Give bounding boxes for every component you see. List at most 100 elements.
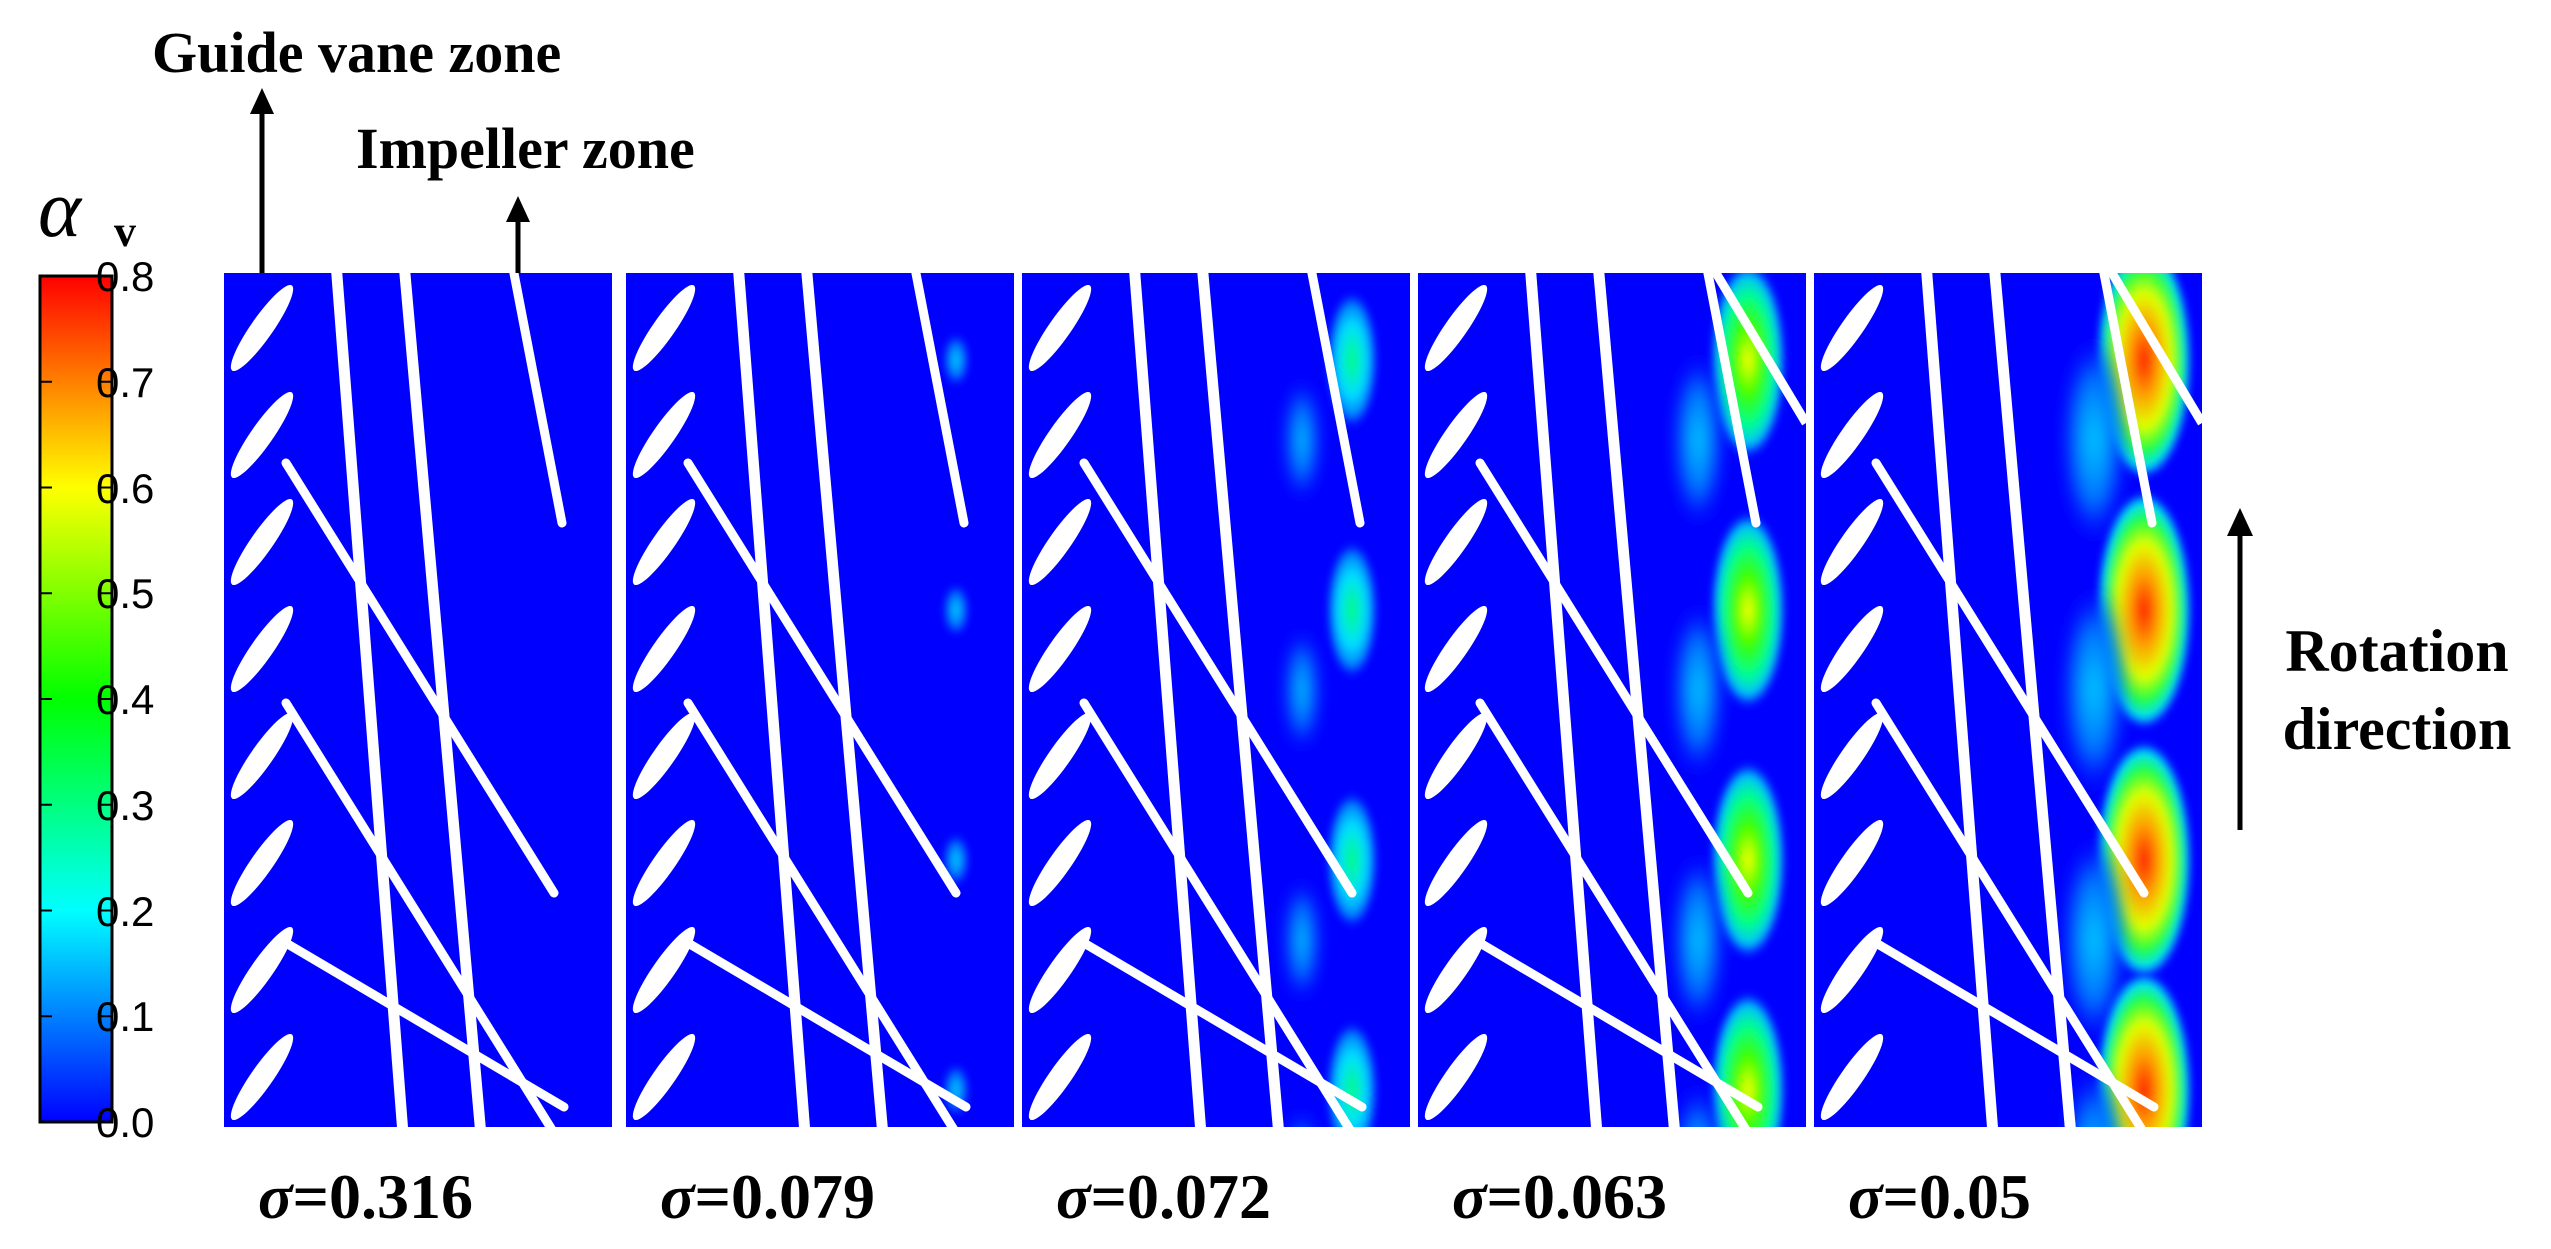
impeller-blade [1475, 698, 1750, 1127]
sigma-symbol: σ [258, 1161, 293, 1232]
impeller-blade [331, 273, 408, 1127]
rotation-label-line1: Rotation [2285, 618, 2509, 684]
guide-vane-blade [1028, 284, 1092, 372]
guide-vane-blade [230, 391, 294, 479]
cavitation-region [2060, 832, 2128, 1048]
guide-vane-zone-label: Guide vane zone [152, 20, 562, 85]
colorbar-tick-label: 0.8 [96, 253, 155, 300]
guide-vane-blade [230, 1033, 294, 1121]
impeller-blade [281, 458, 559, 898]
contour-panel [224, 273, 612, 1127]
impeller-blade [1871, 698, 2146, 1127]
colorbar-tick-label: 0.5 [96, 570, 155, 618]
cavitation-region [1326, 540, 1378, 680]
guide-vane-blade [230, 819, 294, 907]
sigma-label: σ=0.072 [1056, 1160, 1271, 1234]
cavitation-region [942, 332, 970, 388]
cavitation-region [1671, 350, 1725, 530]
colorbar-tick-label: 0.7 [96, 358, 155, 406]
sigma-label: σ=0.05 [1848, 1160, 2031, 1234]
guide-vane-blade [230, 926, 294, 1014]
guide-vane-blade [1424, 498, 1488, 586]
guide-vane-blade [632, 605, 696, 693]
cavitation-region [942, 582, 970, 638]
cavitation-region [2060, 332, 2128, 548]
impeller-blade [1079, 698, 1354, 1127]
colorbar-tick-label: 0.4 [96, 676, 155, 723]
colorbar-tick-label: 0.3 [96, 781, 155, 829]
colorbar-tick-label: 0.1 [96, 993, 155, 1041]
impeller-blade [911, 273, 969, 528]
guide-vane-blade [1028, 819, 1092, 907]
sigma-value: =0.079 [694, 1161, 875, 1232]
guide-vane-blade [1820, 284, 1884, 372]
sigma-symbol: σ [1056, 1161, 1091, 1232]
sigma-value: =0.316 [292, 1161, 473, 1232]
guide-vane-blade [230, 605, 294, 693]
guide-vane-blade [230, 284, 294, 372]
guide-vane-blade [1820, 1033, 1884, 1121]
guide-vane-blade [632, 1033, 696, 1121]
rotation-label-line2: direction [2282, 696, 2512, 762]
impeller-blade [1703, 273, 1761, 528]
impeller-blade [733, 273, 810, 1127]
guide-vane-blade [632, 712, 696, 800]
cavitation-region [1710, 510, 1786, 710]
sigma-symbol: σ [660, 1161, 695, 1232]
guide-vane-blade [632, 498, 696, 586]
guide-vane-blade [1820, 819, 1884, 907]
guide-vane-blade [1028, 926, 1092, 1014]
impeller-blade [281, 938, 569, 1112]
cavitation-region [1671, 850, 1725, 1030]
impeller-blade [1475, 938, 1763, 1112]
guide-vane-blade [1424, 712, 1488, 800]
guide-vane-blade [1028, 605, 1092, 693]
cavitation-region [1710, 273, 1786, 460]
guide-vane-blade [1424, 284, 1488, 372]
guide-vane-blade [632, 926, 696, 1014]
sigma-label: σ=0.079 [660, 1160, 875, 1234]
contour-panel [1022, 273, 1410, 1127]
cavitation-region [1326, 1020, 1378, 1127]
impeller-blade [1921, 273, 1998, 1127]
sigma-label: σ=0.316 [258, 1160, 473, 1234]
impeller-blade [683, 938, 971, 1112]
impeller-blade [683, 458, 961, 898]
colorbar-tick-label: 0.2 [96, 887, 155, 935]
guide-vane-blade [1424, 1033, 1488, 1121]
guide-vane-blade [1028, 498, 1092, 586]
guide-vane-blade [1820, 712, 1884, 800]
guide-vane-blade [1820, 605, 1884, 693]
impeller-blade [683, 698, 958, 1127]
guide-vane-arrow [250, 88, 274, 276]
impeller-blade [1871, 458, 2149, 898]
sigma-value: =0.072 [1090, 1161, 1271, 1232]
guide-vane-blade [1028, 712, 1092, 800]
rotation-direction-label: Rotation direction [2252, 612, 2542, 768]
guide-vane-blade [1424, 819, 1488, 907]
guide-vane-blade [1028, 391, 1092, 479]
impeller-blade [1525, 273, 1602, 1127]
impeller-blade [1129, 273, 1206, 1127]
contour-panels [224, 273, 2202, 1127]
impeller-blade [1710, 273, 1806, 426]
guide-vane-blade [1424, 926, 1488, 1014]
impeller-blade [281, 698, 556, 1127]
guide-vane-blade [1820, 498, 1884, 586]
contour-panel [1418, 273, 1806, 1127]
cavitation-region [1283, 627, 1321, 753]
impeller-blade [2099, 273, 2157, 528]
impeller-blade [2106, 273, 2202, 426]
cavitation-region [1283, 877, 1321, 1003]
guide-vane-blade [632, 284, 696, 372]
colorbar-tick-label: 0.0 [96, 1099, 155, 1146]
guide-vane-blade [632, 391, 696, 479]
guide-vane-blade [230, 712, 294, 800]
impeller-blade [1475, 458, 1753, 898]
sigma-label: σ=0.063 [1452, 1160, 1667, 1234]
cavitation-region [1283, 377, 1321, 503]
contour-panel [626, 273, 1014, 1127]
guide-vane-blade [1820, 926, 1884, 1014]
impeller-blade [509, 273, 567, 528]
